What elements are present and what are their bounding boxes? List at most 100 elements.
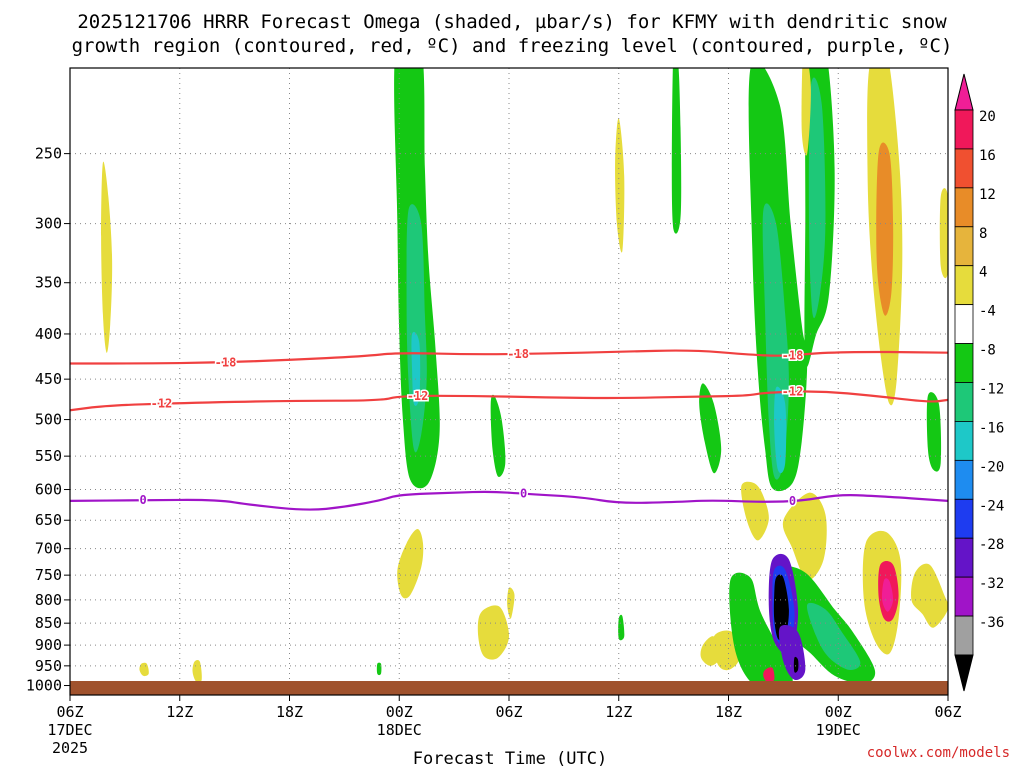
contour-layer: -18 -18 -18 -12 -12 -12 0 0 0: [70, 345, 948, 511]
colorbar-band: [954, 343, 974, 383]
contour-label-dgz-minus12: -12: [407, 389, 429, 403]
chart-title-line2: growth region (contoured, red, ºC) and f…: [72, 35, 953, 57]
colorbar-label: -4: [979, 304, 996, 320]
omega-area-cyan-col-00z18: [411, 332, 421, 406]
omega-area-yellow-early-lower: [397, 529, 424, 599]
contour-label-freezing-level-0: 0: [789, 494, 796, 508]
x-tick-date: 17DEC: [47, 721, 92, 739]
y-tick-label: 700: [35, 540, 62, 558]
colorbar-band: [954, 498, 974, 539]
colorbar-label: -36: [979, 615, 1004, 631]
x-axis-label: Forecast Time (UTC): [413, 749, 607, 768]
omega-area-green-dot-12z: [618, 614, 625, 641]
y-tick-label: 950: [35, 657, 62, 675]
omega-area-green-1630: [699, 383, 722, 474]
colorbar-bottom-arrow: [954, 654, 974, 692]
x-tick-year: 2025: [52, 739, 88, 757]
colorbar-band: [954, 109, 974, 150]
y-tick-label: 600: [35, 481, 62, 499]
colorbar-band: [954, 537, 974, 578]
contour-line-dgz-minus12: [70, 390, 948, 412]
colorbar-band: [954, 576, 974, 617]
colorbar-label: -8: [979, 343, 996, 359]
omega-area-green-right-edge: [926, 392, 942, 472]
omega-area-green-bottom-21z: [729, 572, 793, 690]
omega-area-teal-col-00z18: [406, 204, 427, 453]
omega-area-yellow-left: [101, 161, 113, 353]
y-tick-label: 650: [35, 511, 62, 529]
x-tick-label: 06Z: [934, 703, 961, 721]
y-tick-label: 350: [35, 274, 62, 292]
x-tick-label: 12Z: [605, 703, 632, 721]
colorbar-label: -16: [979, 420, 1004, 436]
colorbar-band: [954, 148, 974, 189]
omega-area-yellow-2000: [713, 630, 740, 671]
omega-area-cyan-col-20z: [774, 386, 787, 474]
contour-label-dgz-minus18: -18: [507, 347, 529, 361]
omega-area-yellow-dot-1730: [700, 636, 720, 666]
omega-area-green-top-14z: [671, 68, 682, 234]
contour-label-freezing-level-0: 0: [520, 487, 527, 501]
colorbar-band: [954, 382, 974, 422]
colorbar-band: [954, 459, 974, 500]
omega-area-green-0530: [490, 394, 506, 477]
colorbar-label: 8: [979, 226, 987, 242]
colorbar-band: [954, 304, 974, 344]
y-tick-label: 900: [35, 636, 62, 654]
y-tick-label: 400: [35, 325, 62, 343]
omega-area-yellow-0600: [507, 587, 515, 619]
colorbar-band: [954, 615, 974, 656]
omega-area-green-dot-2330: [376, 662, 382, 676]
colorbar-band: [954, 265, 974, 306]
omega-area-pink-dot-2030: [763, 667, 775, 682]
omega-area-yellow-top-12z: [615, 118, 625, 253]
contour-label-freezing-level-0: 0: [140, 493, 147, 507]
x-tick-label: 00Z: [386, 703, 413, 721]
x-tick-date: 18DEC: [377, 721, 422, 739]
omega-area-yellow-lower-20z: [741, 481, 769, 541]
colorbar-band: [954, 226, 974, 267]
omega-area-yellow-dot-13z: [192, 660, 202, 683]
y-tick-label: 850: [35, 614, 62, 632]
omega-shading-layer: [101, 68, 948, 690]
y-axis-pressure: 250 300 350 400 450 500 550 600 650 700 750 800 850 9…: [26, 145, 70, 695]
colorbar-label: -12: [979, 382, 1004, 398]
colorbar-label: 4: [979, 265, 987, 281]
omega-area-yellow-dot-10z: [139, 662, 149, 677]
colorbar-band: [954, 187, 974, 228]
omega-area-yellow-lower-05z: [911, 563, 948, 628]
colorbar-label: 12: [979, 187, 996, 203]
contour-line-dgz-minus18: [70, 349, 948, 365]
colorbar-label: -32: [979, 576, 1004, 592]
omega-area-orange-col-02z: [876, 142, 894, 316]
x-tick-label: 06Z: [495, 703, 522, 721]
x-tick-label: 12Z: [166, 703, 193, 721]
x-tick-label: 18Z: [276, 703, 303, 721]
omega-area-magenta-center-02z: [881, 578, 894, 612]
y-tick-label: 550: [35, 447, 62, 465]
colorbar-label: -24: [979, 498, 1004, 514]
x-tick-label: 18Z: [715, 703, 742, 721]
chart-title-line1: 2025121706 HRRR Forecast Omega (shaded, …: [77, 11, 947, 33]
contour-label-dgz-minus12: -12: [151, 397, 173, 411]
colorbar-label: 20: [979, 109, 996, 125]
omega-area-yellow-top-22z: [801, 68, 811, 156]
omega-area-yellow-right-top: [939, 188, 948, 279]
omega-area-black-core-21z: [773, 574, 789, 641]
ground-surface: [70, 681, 948, 695]
colorbar-label: -28: [979, 537, 1004, 553]
colorbar-top-arrow: [954, 73, 974, 111]
contour-label-dgz-minus18: -18: [215, 355, 237, 369]
colorbar: 20 16 12 8 4 -4 -8 -12 -16 -20 -24 -28 -32 -36: [954, 73, 1004, 692]
credit-text: coolwx.com/models: [867, 745, 1010, 761]
colorbar-label: 16: [979, 148, 996, 164]
y-tick-label: 800: [35, 591, 62, 609]
omega-area-yellow-lower-22z: [782, 492, 827, 581]
omega-area-yellow-0445: [477, 605, 510, 660]
y-tick-label: 250: [35, 145, 62, 163]
contour-line-freezing-level-0: [70, 490, 948, 511]
x-tick-label: 06Z: [56, 703, 83, 721]
omega-area-teal-col-22z: [808, 77, 826, 319]
